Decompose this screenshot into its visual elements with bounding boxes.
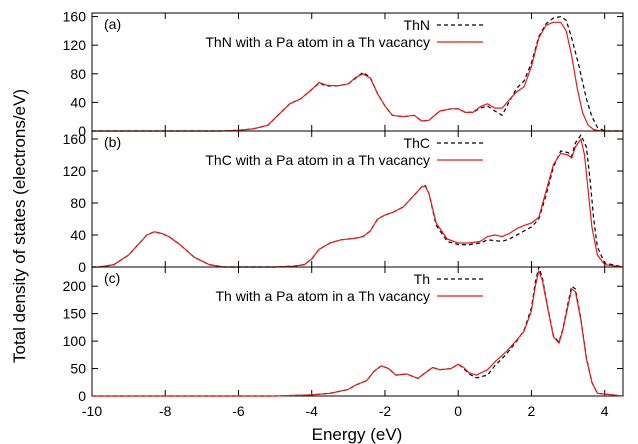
y-tick-label: 0 [78, 123, 86, 139]
y-tick-label: 160 [63, 131, 87, 147]
legend-label: ThN with a Pa atom in a Th vacancy [205, 34, 430, 50]
y-tick-label: 40 [70, 94, 86, 110]
x-tick-label: -4 [305, 403, 318, 419]
legend-label: ThN [404, 17, 430, 33]
panel-frame [91, 266, 624, 397]
legend-label: ThC with a Pa atom in a Th vacancy [205, 152, 430, 168]
y-axis-label: Total density of states (electrons/eV) [10, 89, 29, 363]
panel-label: (a) [104, 16, 121, 32]
x-tick-label: -10 [82, 403, 102, 419]
y-tick-label: 0 [78, 388, 86, 404]
x-tick-label: 2 [528, 403, 536, 419]
y-tick-label: 150 [63, 306, 87, 322]
y-tick-label: 80 [70, 195, 86, 211]
y-tick-label: 40 [70, 227, 86, 243]
y-tick-label: 0 [78, 259, 86, 275]
series-line-pa-substituted [92, 270, 624, 397]
legend-label: ThC [404, 135, 430, 151]
panel-label: (c) [104, 270, 120, 286]
series-line-pa-substituted [92, 138, 624, 268]
x-tick-label: -2 [379, 403, 392, 419]
y-tick-label: 50 [70, 361, 86, 377]
panel-label: (b) [104, 134, 121, 150]
y-tick-label: 80 [70, 66, 86, 82]
x-axis: -10 -8 -6 -4 -2 0 2 4 [82, 403, 609, 419]
series-line-pa-substituted [92, 21, 623, 132]
x-tick-label: 4 [601, 403, 609, 419]
y-tick-label: 200 [63, 278, 87, 294]
y-tick-label: 160 [63, 9, 87, 25]
x-tick-label: -8 [159, 403, 172, 419]
y-tick-label: 120 [63, 37, 87, 53]
y-tick-label: 100 [63, 333, 87, 349]
x-tick-label: 0 [454, 403, 462, 419]
x-axis-label: Energy (eV) [312, 425, 403, 444]
legend-label: Th with a Pa atom in a Th vacancy [215, 288, 430, 304]
legend-label: Th [414, 271, 430, 287]
x-tick-label: -6 [232, 403, 245, 419]
y-tick-label: 120 [63, 163, 87, 179]
